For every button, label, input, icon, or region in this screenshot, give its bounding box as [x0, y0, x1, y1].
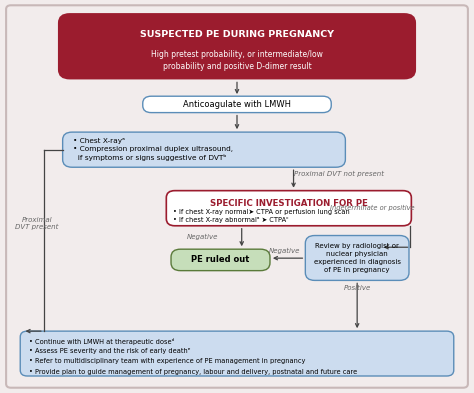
Text: • Chest X-rayᵃ
• Compression proximal duplex ultrasound,
  if symptoms or signs : • Chest X-rayᵃ • Compression proximal du… [73, 138, 233, 161]
FancyBboxPatch shape [143, 96, 331, 113]
Text: • Assess PE severity and the risk of early deathᵉ: • Assess PE severity and the risk of ear… [29, 348, 190, 354]
Text: Indeterminate or positive: Indeterminate or positive [330, 205, 415, 211]
Text: Negative: Negative [187, 233, 218, 240]
FancyBboxPatch shape [58, 13, 416, 79]
Text: • If chest X-ray normal➤ CTPA or perfusion lung scan
• If chest X-ray abnormalᵃ : • If chest X-ray normal➤ CTPA or perfusi… [173, 209, 350, 222]
Text: Proximal DVT not present: Proximal DVT not present [293, 171, 383, 177]
Text: PE ruled out: PE ruled out [191, 255, 250, 264]
Text: Negative: Negative [269, 248, 301, 254]
FancyBboxPatch shape [20, 331, 454, 376]
Text: Review by radiologist or
nuclear physician
experienced in diagnosis
of PE in pre: Review by radiologist or nuclear physici… [314, 243, 401, 273]
FancyBboxPatch shape [63, 132, 346, 167]
Text: • Refer to multidisciplinary team with experience of PE management in pregnancy: • Refer to multidisciplinary team with e… [29, 358, 305, 364]
Text: Anticoagulate with LMWH: Anticoagulate with LMWH [183, 100, 291, 109]
FancyBboxPatch shape [166, 191, 411, 226]
Text: Proximal
DVT present: Proximal DVT present [15, 217, 58, 230]
FancyBboxPatch shape [305, 235, 409, 280]
FancyBboxPatch shape [171, 249, 270, 271]
FancyBboxPatch shape [6, 5, 468, 388]
Text: High pretest probability, or intermediate/low
probability and positive D-dimer r: High pretest probability, or intermediat… [151, 50, 323, 71]
Text: SPECIFIC INVESTIGATION FOR PE: SPECIFIC INVESTIGATION FOR PE [210, 199, 368, 208]
Text: Positive: Positive [344, 285, 371, 292]
Text: • Continue with LMWH at therapeutic doseᵈ: • Continue with LMWH at therapeutic dose… [29, 338, 174, 345]
Text: SUSPECTED PE DURING PREGNANCY: SUSPECTED PE DURING PREGNANCY [140, 30, 334, 39]
Text: • Provide plan to guide management of pregnancy, labour and delivery, postnatal : • Provide plan to guide management of pr… [29, 369, 357, 375]
